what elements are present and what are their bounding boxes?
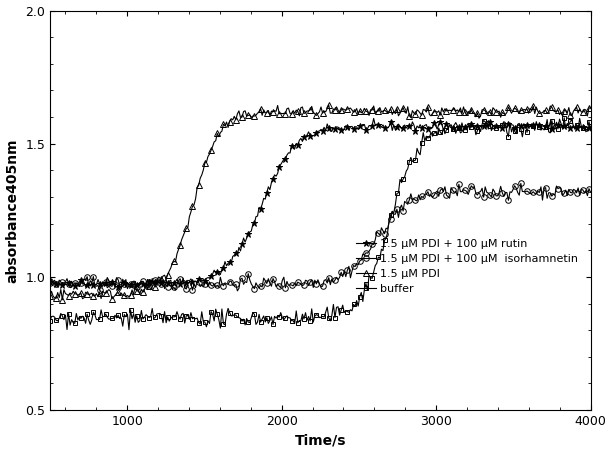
1.5 μM PDI xyxy=(368,107,376,113)
1.5 μM PDI + 100 μM  isorhamnetin xyxy=(234,288,241,294)
1.5 μM PDI + 100 μM  isorhamnetin xyxy=(47,280,54,285)
1.5 μM PDI + 100 μM rutin xyxy=(582,127,589,132)
1.5 μM PDI + 100 μM  isorhamnetin xyxy=(567,190,574,195)
1.5 μM PDI + 100 μM rutin xyxy=(47,280,54,285)
1.5 μM PDI xyxy=(325,102,332,108)
1.5 μM PDI + 100 μM rutin xyxy=(161,286,168,291)
buffer xyxy=(297,318,305,323)
1.5 μM PDI xyxy=(192,196,200,202)
Legend: 1.5 μM PDI + 100 μM rutin, 1.5 μM PDI + 100 μM  isorhamnetin, 1.5 μM PDI, buffer: 1.5 μM PDI + 100 μM rutin, 1.5 μM PDI + … xyxy=(351,234,583,298)
1.5 μM PDI xyxy=(47,293,54,298)
buffer xyxy=(367,275,375,280)
1.5 μM PDI + 100 μM rutin xyxy=(297,135,305,141)
1.5 μM PDI + 100 μM rutin xyxy=(367,123,375,128)
1.5 μM PDI + 100 μM rutin xyxy=(336,125,343,131)
1.5 μM PDI + 100 μM rutin xyxy=(192,278,200,284)
Line: 1.5 μM PDI + 100 μM rutin: 1.5 μM PDI + 100 μM rutin xyxy=(47,115,594,292)
buffer xyxy=(582,129,589,135)
Line: 1.5 μM PDI + 100 μM  isorhamnetin: 1.5 μM PDI + 100 μM isorhamnetin xyxy=(47,181,593,294)
1.5 μM PDI xyxy=(567,112,574,118)
buffer xyxy=(192,316,200,322)
buffer xyxy=(47,318,54,323)
1.5 μM PDI + 100 μM  isorhamnetin xyxy=(582,188,589,193)
buffer xyxy=(561,115,568,120)
1.5 μM PDI + 100 μM  isorhamnetin xyxy=(517,181,524,186)
buffer xyxy=(336,313,343,318)
1.5 μM PDI + 100 μM  isorhamnetin xyxy=(587,189,594,195)
1.5 μM PDI xyxy=(59,297,66,303)
Y-axis label: absorbance405nm: absorbance405nm xyxy=(6,138,20,283)
1.5 μM PDI xyxy=(297,105,305,111)
1.5 μM PDI xyxy=(587,106,594,111)
1.5 μM PDI xyxy=(337,107,345,113)
buffer xyxy=(125,327,133,333)
1.5 μM PDI + 100 μM  isorhamnetin xyxy=(190,281,198,287)
X-axis label: Time/s: Time/s xyxy=(294,434,346,448)
1.5 μM PDI + 100 μM  isorhamnetin xyxy=(336,275,343,280)
Line: buffer: buffer xyxy=(48,116,593,332)
1.5 μM PDI + 100 μM rutin xyxy=(587,124,594,130)
1.5 μM PDI + 100 μM  isorhamnetin xyxy=(297,281,305,286)
1.5 μM PDI + 100 μM rutin xyxy=(370,116,378,121)
buffer xyxy=(567,119,574,124)
1.5 μM PDI xyxy=(582,107,589,113)
Line: 1.5 μM PDI: 1.5 μM PDI xyxy=(47,102,593,303)
1.5 μM PDI + 100 μM rutin xyxy=(567,125,574,131)
1.5 μM PDI + 100 μM  isorhamnetin xyxy=(367,246,375,252)
buffer xyxy=(587,126,594,132)
